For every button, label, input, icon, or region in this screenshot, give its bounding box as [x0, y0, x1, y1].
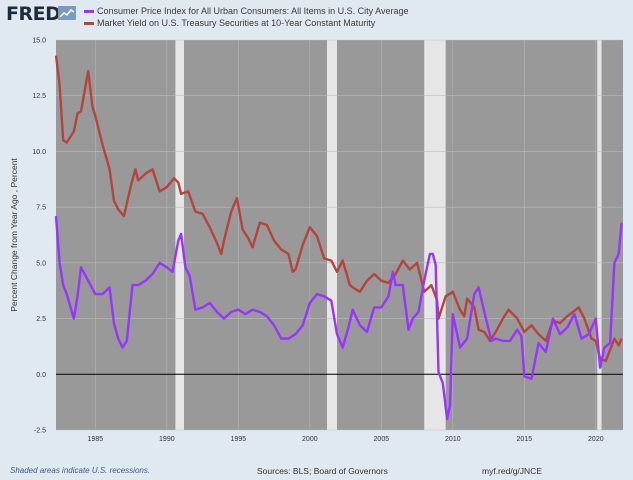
y-tick-label: 15.0 [32, 38, 46, 45]
x-tick-label: 1990 [159, 436, 175, 443]
x-tick-label: 1985 [88, 436, 104, 443]
y-tick-label: 12.5 [32, 93, 46, 100]
y-tick-label: 7.5 [36, 205, 46, 212]
x-tick-label: 2000 [302, 436, 318, 443]
legend-label-treasury: Market Yield on U.S. Treasury Securities… [97, 18, 376, 28]
plot-area [56, 40, 623, 430]
short-link[interactable]: myf.red/g/JNCE [482, 466, 542, 476]
y-tick-label: 10.0 [32, 149, 46, 156]
recession-band [597, 40, 602, 430]
x-axis-ticks: 1985 1990 1995 2000 2005 2010 2015 2020 [88, 436, 604, 443]
legend-item-cpi[interactable]: Consumer Price Index for All Urban Consu… [84, 6, 408, 16]
y-tick-label: 0.0 [36, 372, 46, 379]
legend-swatch-cpi [84, 10, 94, 14]
line-chart: -2.5 0.0 2.5 5.0 7.5 10.0 12.5 15.0 1985 1990 199… [9, 38, 623, 443]
y-tick-label: 5.0 [36, 260, 46, 267]
legend-swatch-treasury [84, 22, 94, 26]
y-tick-label: -2.5 [34, 428, 46, 435]
fred-logo[interactable]: FRED [6, 3, 61, 25]
cpi-series-line [54, 216, 623, 421]
x-tick-label: 1995 [231, 436, 247, 443]
recession-note: Shaded areas indicate U.S. recessions. [10, 466, 151, 475]
treasury-series-line [54, 55, 623, 363]
y-axis-label: Percent Change from Year Ago , Percent [9, 158, 19, 312]
chart-header: FRED Consumer Price Index for All Urban … [0, 0, 633, 36]
recession-band [326, 40, 337, 430]
x-tick-label: 2015 [517, 436, 533, 443]
plot-background [56, 40, 623, 430]
x-tick-label: 2020 [588, 436, 604, 443]
fred-logo-chart-icon [58, 6, 76, 20]
recession-band [424, 40, 446, 430]
y-tick-label: 2.5 [36, 316, 46, 323]
x-tick-label: 2010 [445, 436, 461, 443]
sources-text: Sources: BLS; Board of Governors [257, 466, 388, 476]
x-tick-label: 2005 [374, 436, 390, 443]
series-lines [54, 55, 623, 421]
y-axis-ticks: -2.5 0.0 2.5 5.0 7.5 10.0 12.5 15.0 [32, 38, 46, 435]
gridlines [56, 39, 623, 431]
legend-label-cpi: Consumer Price Index for All Urban Consu… [97, 6, 409, 16]
legend-item-treasury[interactable]: Market Yield on U.S. Treasury Securities… [84, 18, 375, 28]
